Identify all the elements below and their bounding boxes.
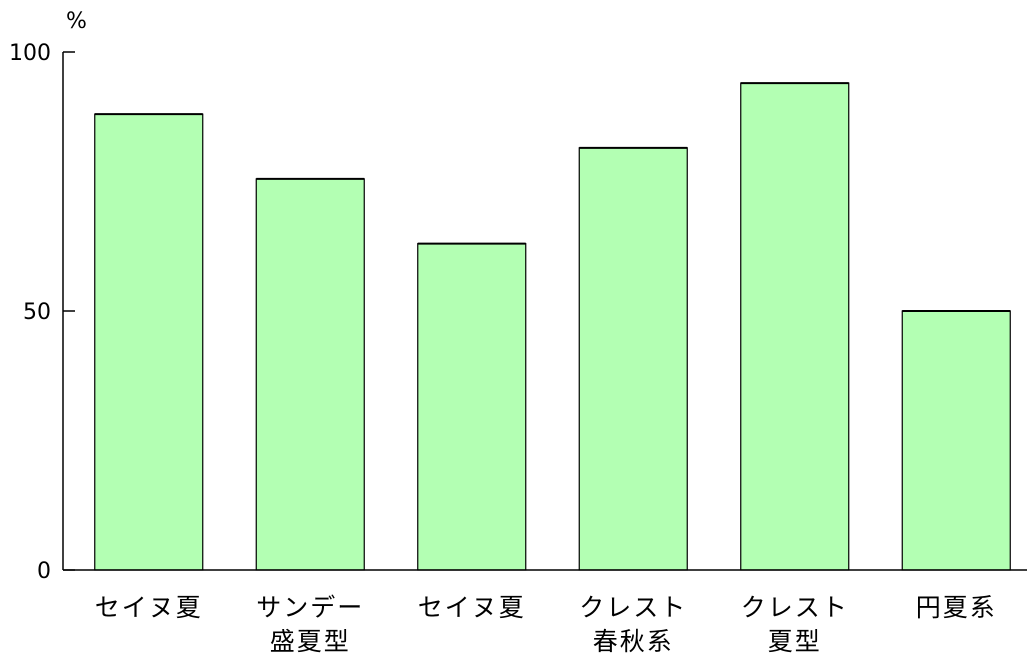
bar	[255, 178, 365, 571]
x-category-label: 春秋系	[593, 627, 674, 653]
x-category-label: 盛夏型	[270, 627, 351, 653]
x-category-label: クレスト	[741, 593, 849, 622]
bar	[94, 113, 204, 571]
bar	[901, 310, 1011, 571]
bar	[578, 147, 688, 571]
bars	[94, 82, 1011, 571]
x-category-label: 夏型	[768, 627, 822, 653]
y-unit-label: %	[66, 9, 87, 34]
x-category-label: サンデー	[256, 593, 364, 622]
x-category-label: セイヌ夏	[418, 593, 526, 622]
y-tick-label: 100	[9, 41, 51, 66]
x-category-label: クレスト	[579, 593, 687, 622]
x-category-label: 円夏系	[916, 593, 997, 622]
x-category-label: セイヌ夏	[95, 593, 203, 622]
y-axis: 0 50 100	[9, 41, 75, 584]
y-tick-label: 50	[23, 300, 51, 325]
bar	[417, 243, 527, 571]
y-tick-label: 0	[37, 559, 51, 584]
bar	[740, 82, 850, 571]
